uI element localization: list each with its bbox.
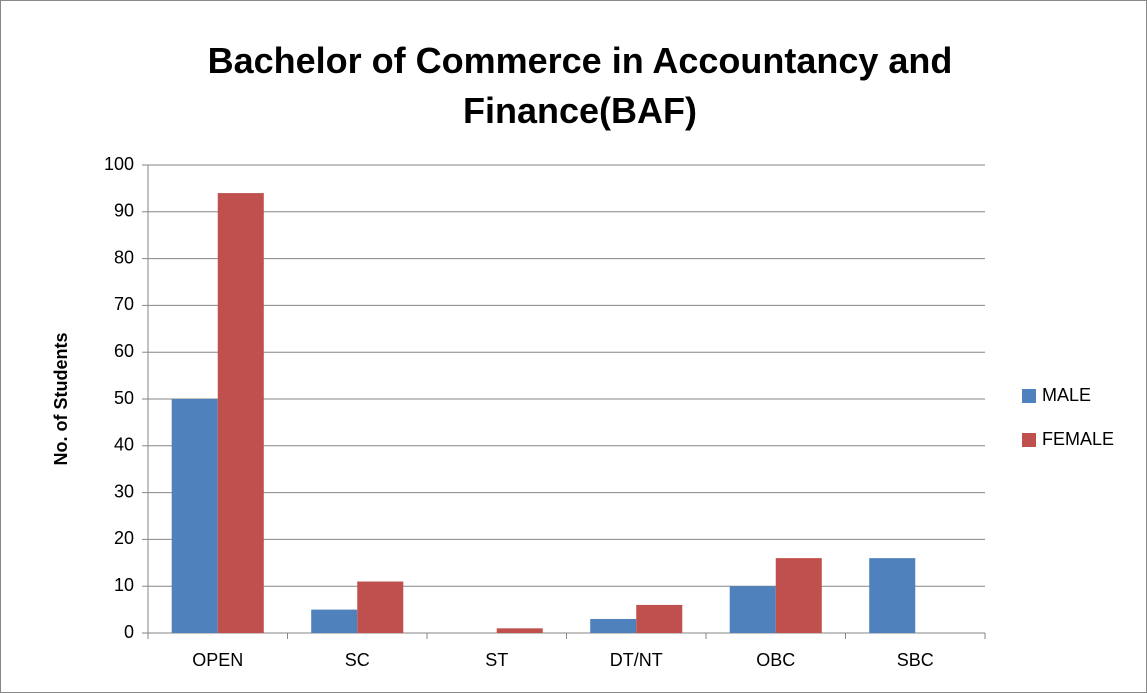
legend-swatch: [1022, 389, 1036, 403]
bar: [869, 558, 916, 633]
legend-label: MALE: [1042, 385, 1091, 405]
bar: [590, 618, 637, 633]
y-tick-label: 10: [114, 575, 134, 595]
y-tick-label: 90: [114, 201, 134, 221]
bar: [636, 604, 683, 633]
bar: [496, 628, 543, 633]
chart-title: Bachelor of Commerce in Accountancy and …: [207, 40, 953, 131]
bar: [775, 558, 822, 633]
y-tick-label: 70: [114, 294, 134, 314]
legend-label: FEMALE: [1042, 429, 1114, 449]
x-tick-label: SBC: [897, 650, 934, 670]
x-tick-label: OBC: [756, 650, 795, 670]
y-tick-label: 100: [104, 154, 134, 174]
y-tick-label: 40: [114, 435, 134, 455]
bar: [311, 609, 358, 633]
x-tick-label: OPEN: [192, 650, 243, 670]
bar: [217, 193, 264, 633]
y-tick-label: 30: [114, 481, 134, 501]
y-tick-label: 50: [114, 388, 134, 408]
y-tick-label: 60: [114, 341, 134, 361]
bar: [357, 581, 404, 633]
y-tick-label: 80: [114, 247, 134, 267]
x-tick-label: ST: [485, 650, 508, 670]
y-axis-label: No. of Students: [51, 333, 71, 466]
bar: [171, 399, 218, 633]
legend-swatch: [1022, 433, 1036, 447]
x-tick-label: DT/NT: [610, 650, 663, 670]
bar: [729, 586, 776, 633]
y-tick-label: 0: [124, 622, 134, 642]
x-tick-label: SC: [345, 650, 370, 670]
y-tick-label: 20: [114, 528, 134, 548]
